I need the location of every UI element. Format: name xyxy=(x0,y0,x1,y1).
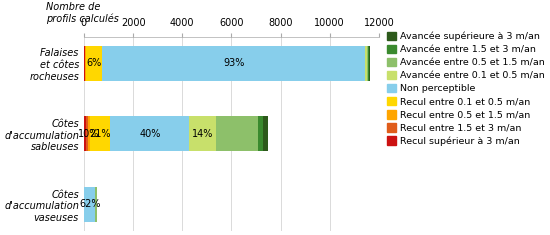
Text: 21%: 21% xyxy=(90,129,111,139)
Bar xyxy=(367,46,368,81)
Bar xyxy=(216,116,258,151)
Text: 10%: 10% xyxy=(79,129,100,139)
Text: 40%: 40% xyxy=(139,129,161,139)
Bar xyxy=(88,116,90,151)
Bar xyxy=(90,116,111,151)
Text: 62%: 62% xyxy=(79,199,101,209)
Legend: Avancée supérieure à 3 m/an, Avancée entre 1.5 et 3 m/an, Avancée entre 0.5 et 1: Avancée supérieure à 3 m/an, Avancée ent… xyxy=(387,32,544,146)
Bar xyxy=(102,46,365,81)
Bar xyxy=(84,46,85,81)
Bar xyxy=(96,187,97,222)
Bar xyxy=(263,116,268,151)
Bar xyxy=(86,116,88,151)
Text: 6%: 6% xyxy=(86,58,102,68)
Bar xyxy=(365,46,367,81)
Bar xyxy=(85,46,86,81)
Text: 93%: 93% xyxy=(223,58,244,68)
Bar xyxy=(369,46,370,81)
Text: Nombre de
profils calculés: Nombre de profils calculés xyxy=(46,2,118,24)
Bar xyxy=(86,46,102,81)
Bar xyxy=(258,116,263,151)
Bar xyxy=(84,187,95,222)
Text: 14%: 14% xyxy=(192,129,213,139)
Bar xyxy=(111,116,189,151)
Bar xyxy=(84,116,86,151)
Bar xyxy=(189,116,216,151)
Bar xyxy=(368,46,369,81)
